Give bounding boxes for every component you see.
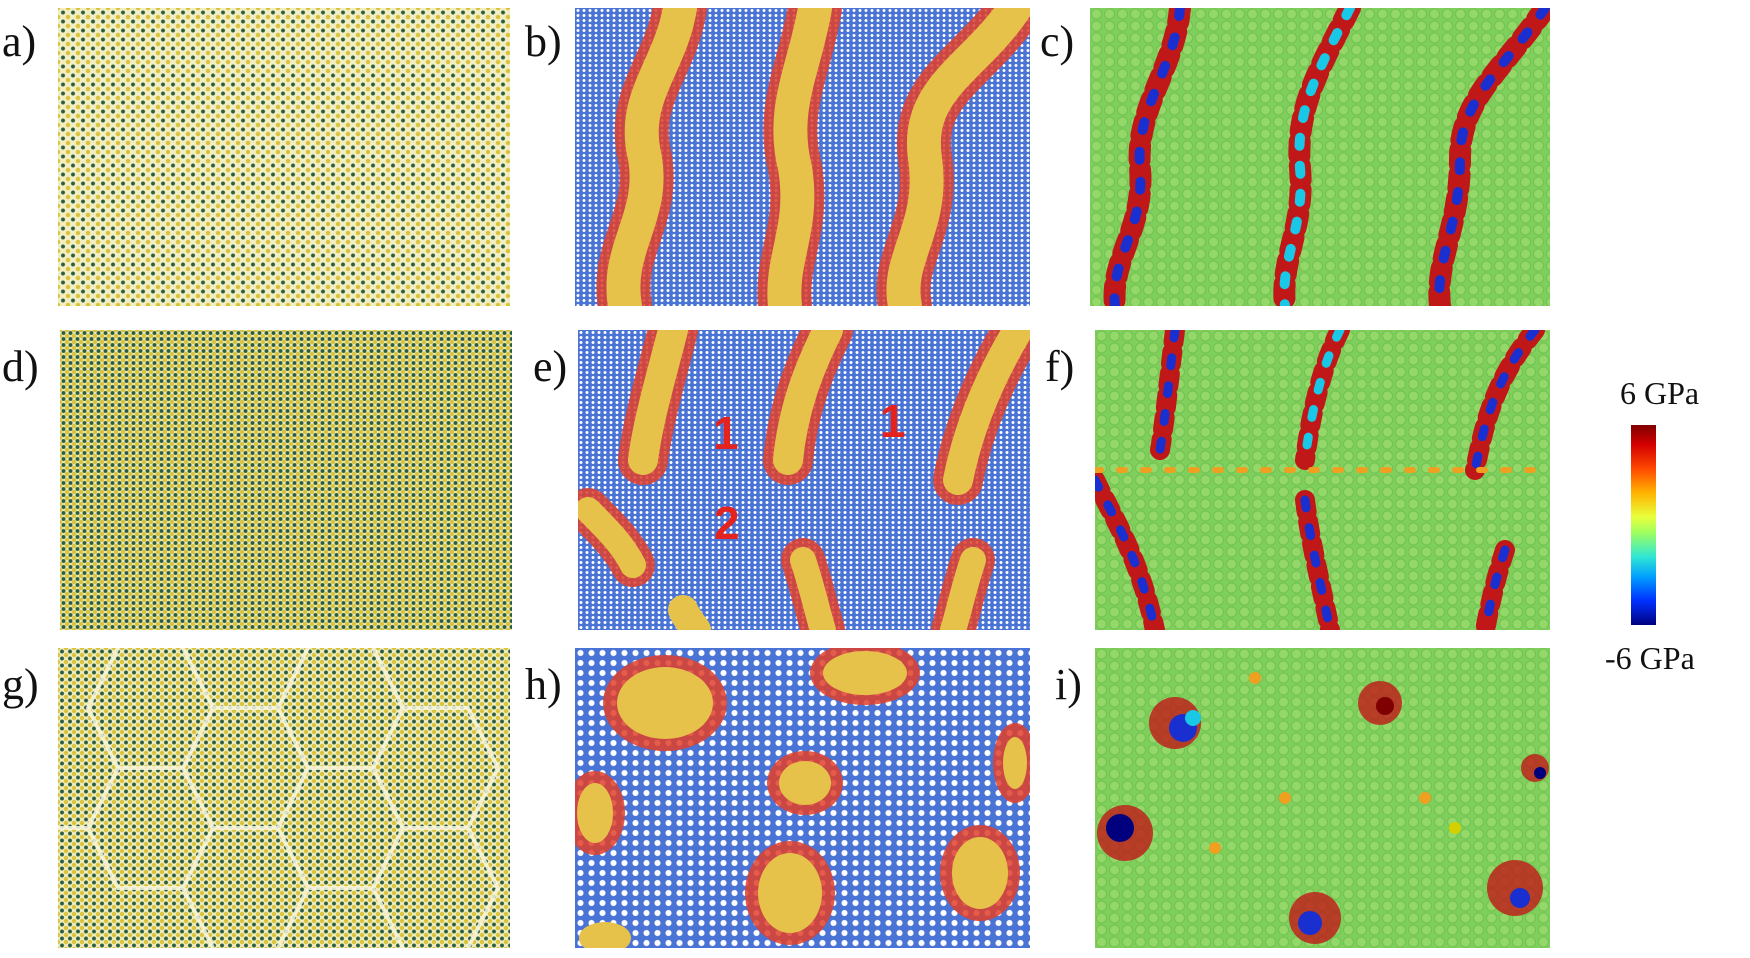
- panel-b-structure-image: [575, 8, 1030, 306]
- colorbar: [1631, 425, 1656, 625]
- stress-bands: [1103, 8, 1550, 306]
- panel-label-h: h): [525, 660, 562, 709]
- panel-g-lattice-image: [58, 648, 510, 948]
- panel-d-lattice-image: [60, 330, 512, 630]
- region-number-2: 2: [714, 497, 740, 549]
- panel-label-a: a): [2, 17, 37, 66]
- panel-f-stress-map: [1095, 330, 1550, 630]
- panel-label-c: c): [1040, 17, 1075, 66]
- panel-label-f: f): [1045, 342, 1075, 391]
- panel-h-structure-image: [575, 648, 1030, 948]
- panel-a-lattice-image: [58, 8, 510, 306]
- region-number-1-left: 1: [713, 407, 739, 459]
- region-number-1-right: 1: [880, 395, 906, 447]
- panel-label-e: e): [533, 342, 568, 391]
- panel-label-b: b): [525, 17, 562, 66]
- panel-label-d: d): [2, 342, 39, 391]
- panel-i-stress-map: [1095, 648, 1550, 948]
- panel-e-structure-image: 1 1 2: [578, 330, 1030, 630]
- colorbar-min-label: -6 GPa: [1605, 640, 1695, 676]
- phase-bands: [596, 8, 1030, 306]
- stress-clusters: [1097, 672, 1549, 944]
- colorbar-max-label: 6 GPa: [1620, 375, 1700, 411]
- stress-bands: [1095, 330, 1550, 630]
- grain-boundaries: [58, 648, 501, 948]
- phase-bands: [578, 330, 1030, 630]
- panel-c-stress-map: [1090, 8, 1550, 306]
- panel-label-i: i): [1055, 660, 1082, 709]
- phase-clusters: [575, 648, 1030, 948]
- panel-label-g: g): [2, 660, 39, 709]
